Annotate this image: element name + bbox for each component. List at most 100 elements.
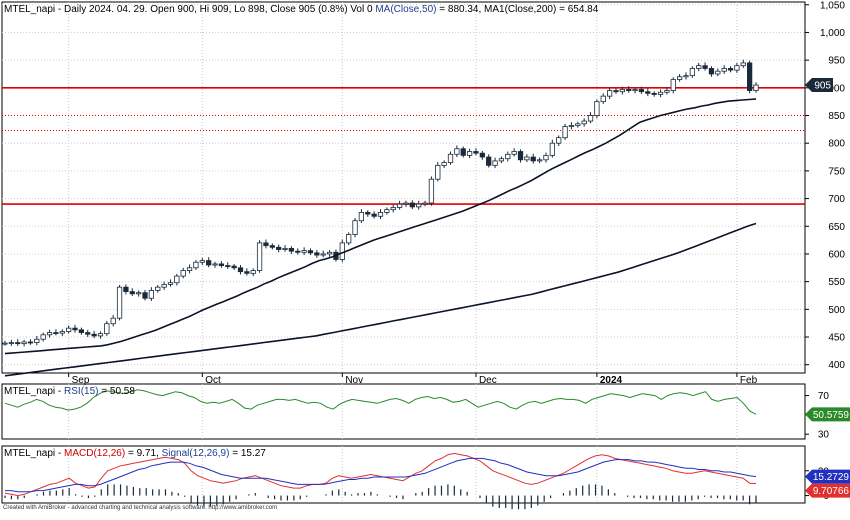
candle-body bbox=[619, 89, 625, 93]
candle-body bbox=[276, 246, 282, 250]
rsi-header-part: MTEL_napi - bbox=[4, 386, 64, 397]
candle-body bbox=[34, 338, 40, 343]
rsi-panel-frame bbox=[1, 383, 806, 440]
candle-body bbox=[422, 202, 428, 205]
candle-body bbox=[530, 156, 536, 162]
rsi-value-label: 50.5759 bbox=[813, 410, 850, 421]
price-header-part: = 654.84 bbox=[556, 4, 598, 15]
candle-body bbox=[320, 253, 326, 256]
candle-body bbox=[460, 148, 466, 156]
candle-body bbox=[97, 333, 104, 337]
candle-body bbox=[155, 286, 161, 291]
macd-value-label: 9.70766 bbox=[813, 486, 850, 497]
candle-body bbox=[536, 159, 543, 162]
price-panel-frame bbox=[1, 1, 806, 374]
candle-body bbox=[91, 333, 97, 337]
y-tick-label: 400 bbox=[828, 360, 845, 371]
candle-body bbox=[543, 154, 549, 161]
candle-body bbox=[587, 115, 594, 122]
y-tick-label: 1,050 bbox=[820, 0, 845, 11]
candle-body bbox=[524, 156, 530, 161]
candle-body bbox=[657, 91, 664, 95]
x-tick-label: 2024 bbox=[600, 375, 623, 386]
macd-header-part: Signal(12,26,9) bbox=[162, 448, 230, 459]
candle-body bbox=[702, 65, 708, 69]
candle-body bbox=[123, 286, 129, 293]
ma200-line bbox=[4, 222, 757, 377]
candle-body bbox=[174, 275, 180, 284]
candle-body bbox=[186, 267, 193, 271]
candle-body bbox=[225, 265, 231, 267]
macd-value-tag bbox=[805, 469, 850, 484]
macd-panel-frame bbox=[1, 445, 806, 504]
candle-body bbox=[416, 203, 422, 208]
footer-credit: Created with AmiBroker - advanced charti… bbox=[3, 505, 278, 511]
candle-body bbox=[269, 245, 275, 248]
macd-header-part: MTEL_napi - bbox=[4, 448, 64, 459]
candle-body bbox=[403, 202, 409, 205]
candle-body bbox=[466, 151, 473, 156]
y-tick-label: 450 bbox=[828, 333, 845, 344]
candle-body bbox=[594, 101, 600, 116]
candle-body bbox=[40, 334, 46, 340]
candle-body bbox=[352, 220, 358, 235]
candle-body bbox=[59, 331, 65, 334]
candle-body bbox=[250, 270, 256, 274]
macd-value-label: 15.2729 bbox=[813, 472, 850, 483]
price-header-part: MTEL_napi - Daily 2024. 04. 29. Open 900… bbox=[4, 4, 375, 15]
candle-body bbox=[110, 317, 116, 325]
candle-body bbox=[696, 65, 702, 69]
y-tick-label: 70 bbox=[818, 391, 830, 402]
candle-body bbox=[346, 234, 352, 244]
candle-body bbox=[556, 137, 562, 144]
candle-body bbox=[66, 327, 72, 332]
candle-body bbox=[715, 70, 721, 75]
candle-body bbox=[600, 95, 606, 103]
y-tick-label: 850 bbox=[828, 111, 845, 122]
x-tick-label: Dec bbox=[479, 375, 497, 386]
candle-body bbox=[231, 265, 237, 269]
candle-body bbox=[708, 68, 715, 75]
candle-body bbox=[142, 292, 148, 299]
candle-body bbox=[606, 90, 613, 97]
candle-body bbox=[148, 290, 155, 299]
candle-body bbox=[377, 212, 384, 217]
candle-body bbox=[753, 84, 759, 91]
candle-body bbox=[727, 68, 734, 71]
y-tick-label: 550 bbox=[828, 277, 845, 288]
last-price-tag bbox=[805, 78, 833, 93]
candle-body bbox=[263, 242, 269, 247]
candle-body bbox=[46, 332, 53, 336]
candle-body bbox=[473, 151, 479, 154]
candle-body bbox=[244, 271, 250, 274]
candle-body bbox=[288, 248, 295, 252]
candle-body bbox=[256, 242, 263, 271]
last-price-label: 905 bbox=[814, 81, 831, 92]
price-header-part: = 880.34, bbox=[436, 4, 484, 15]
macd-header-part: = 15.27 bbox=[229, 448, 266, 459]
x-tick-label: Nov bbox=[345, 375, 363, 386]
macd-line bbox=[4, 452, 757, 497]
rsi-header: MTEL_napi - RSI(15) = 50.58 bbox=[4, 386, 135, 397]
candle-body bbox=[498, 158, 505, 162]
candle-body bbox=[371, 213, 377, 217]
candle-body bbox=[676, 76, 683, 80]
candle-body bbox=[626, 89, 632, 91]
candle-body bbox=[479, 152, 485, 158]
candle-body bbox=[568, 125, 575, 127]
candle-body bbox=[581, 120, 587, 125]
candle-body bbox=[27, 341, 34, 344]
candle-body bbox=[575, 123, 581, 126]
y-tick-label: 500 bbox=[828, 305, 845, 316]
candle-body bbox=[562, 126, 568, 139]
candle-body bbox=[689, 68, 695, 77]
candle-body bbox=[15, 342, 21, 345]
y-tick-label: 750 bbox=[828, 166, 845, 177]
rsi-line bbox=[4, 389, 757, 415]
candle-body bbox=[396, 203, 403, 208]
y-tick-label: 950 bbox=[828, 56, 845, 67]
y-tick-label: 900 bbox=[828, 83, 845, 94]
candle-body bbox=[670, 79, 676, 91]
candle-body bbox=[428, 178, 435, 204]
